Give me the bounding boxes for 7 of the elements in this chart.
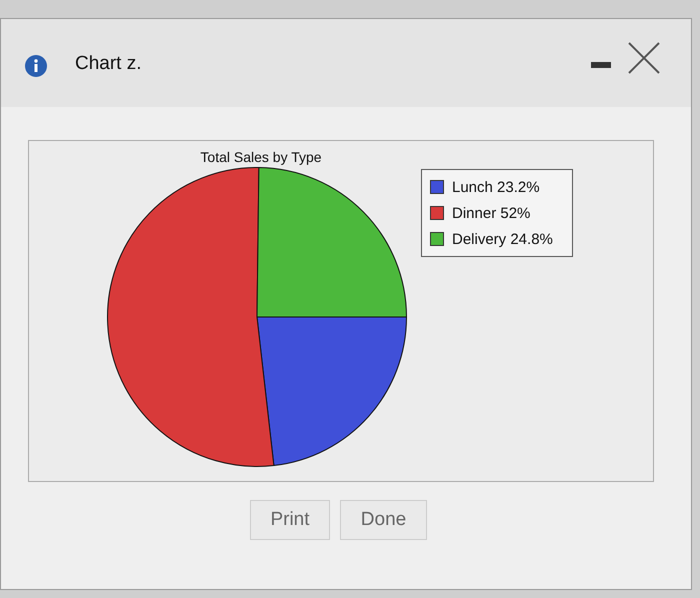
legend-label: Dinner 52% [452,204,530,222]
text: Chart z. [75,53,142,75]
text: Done [340,500,427,540]
legend-label: Delivery 24.8% [452,230,553,248]
text: Print [250,500,330,540]
legend-label: Lunch 23.2% [452,178,540,196]
chart-title: Total Sales by Type [199,149,323,165]
